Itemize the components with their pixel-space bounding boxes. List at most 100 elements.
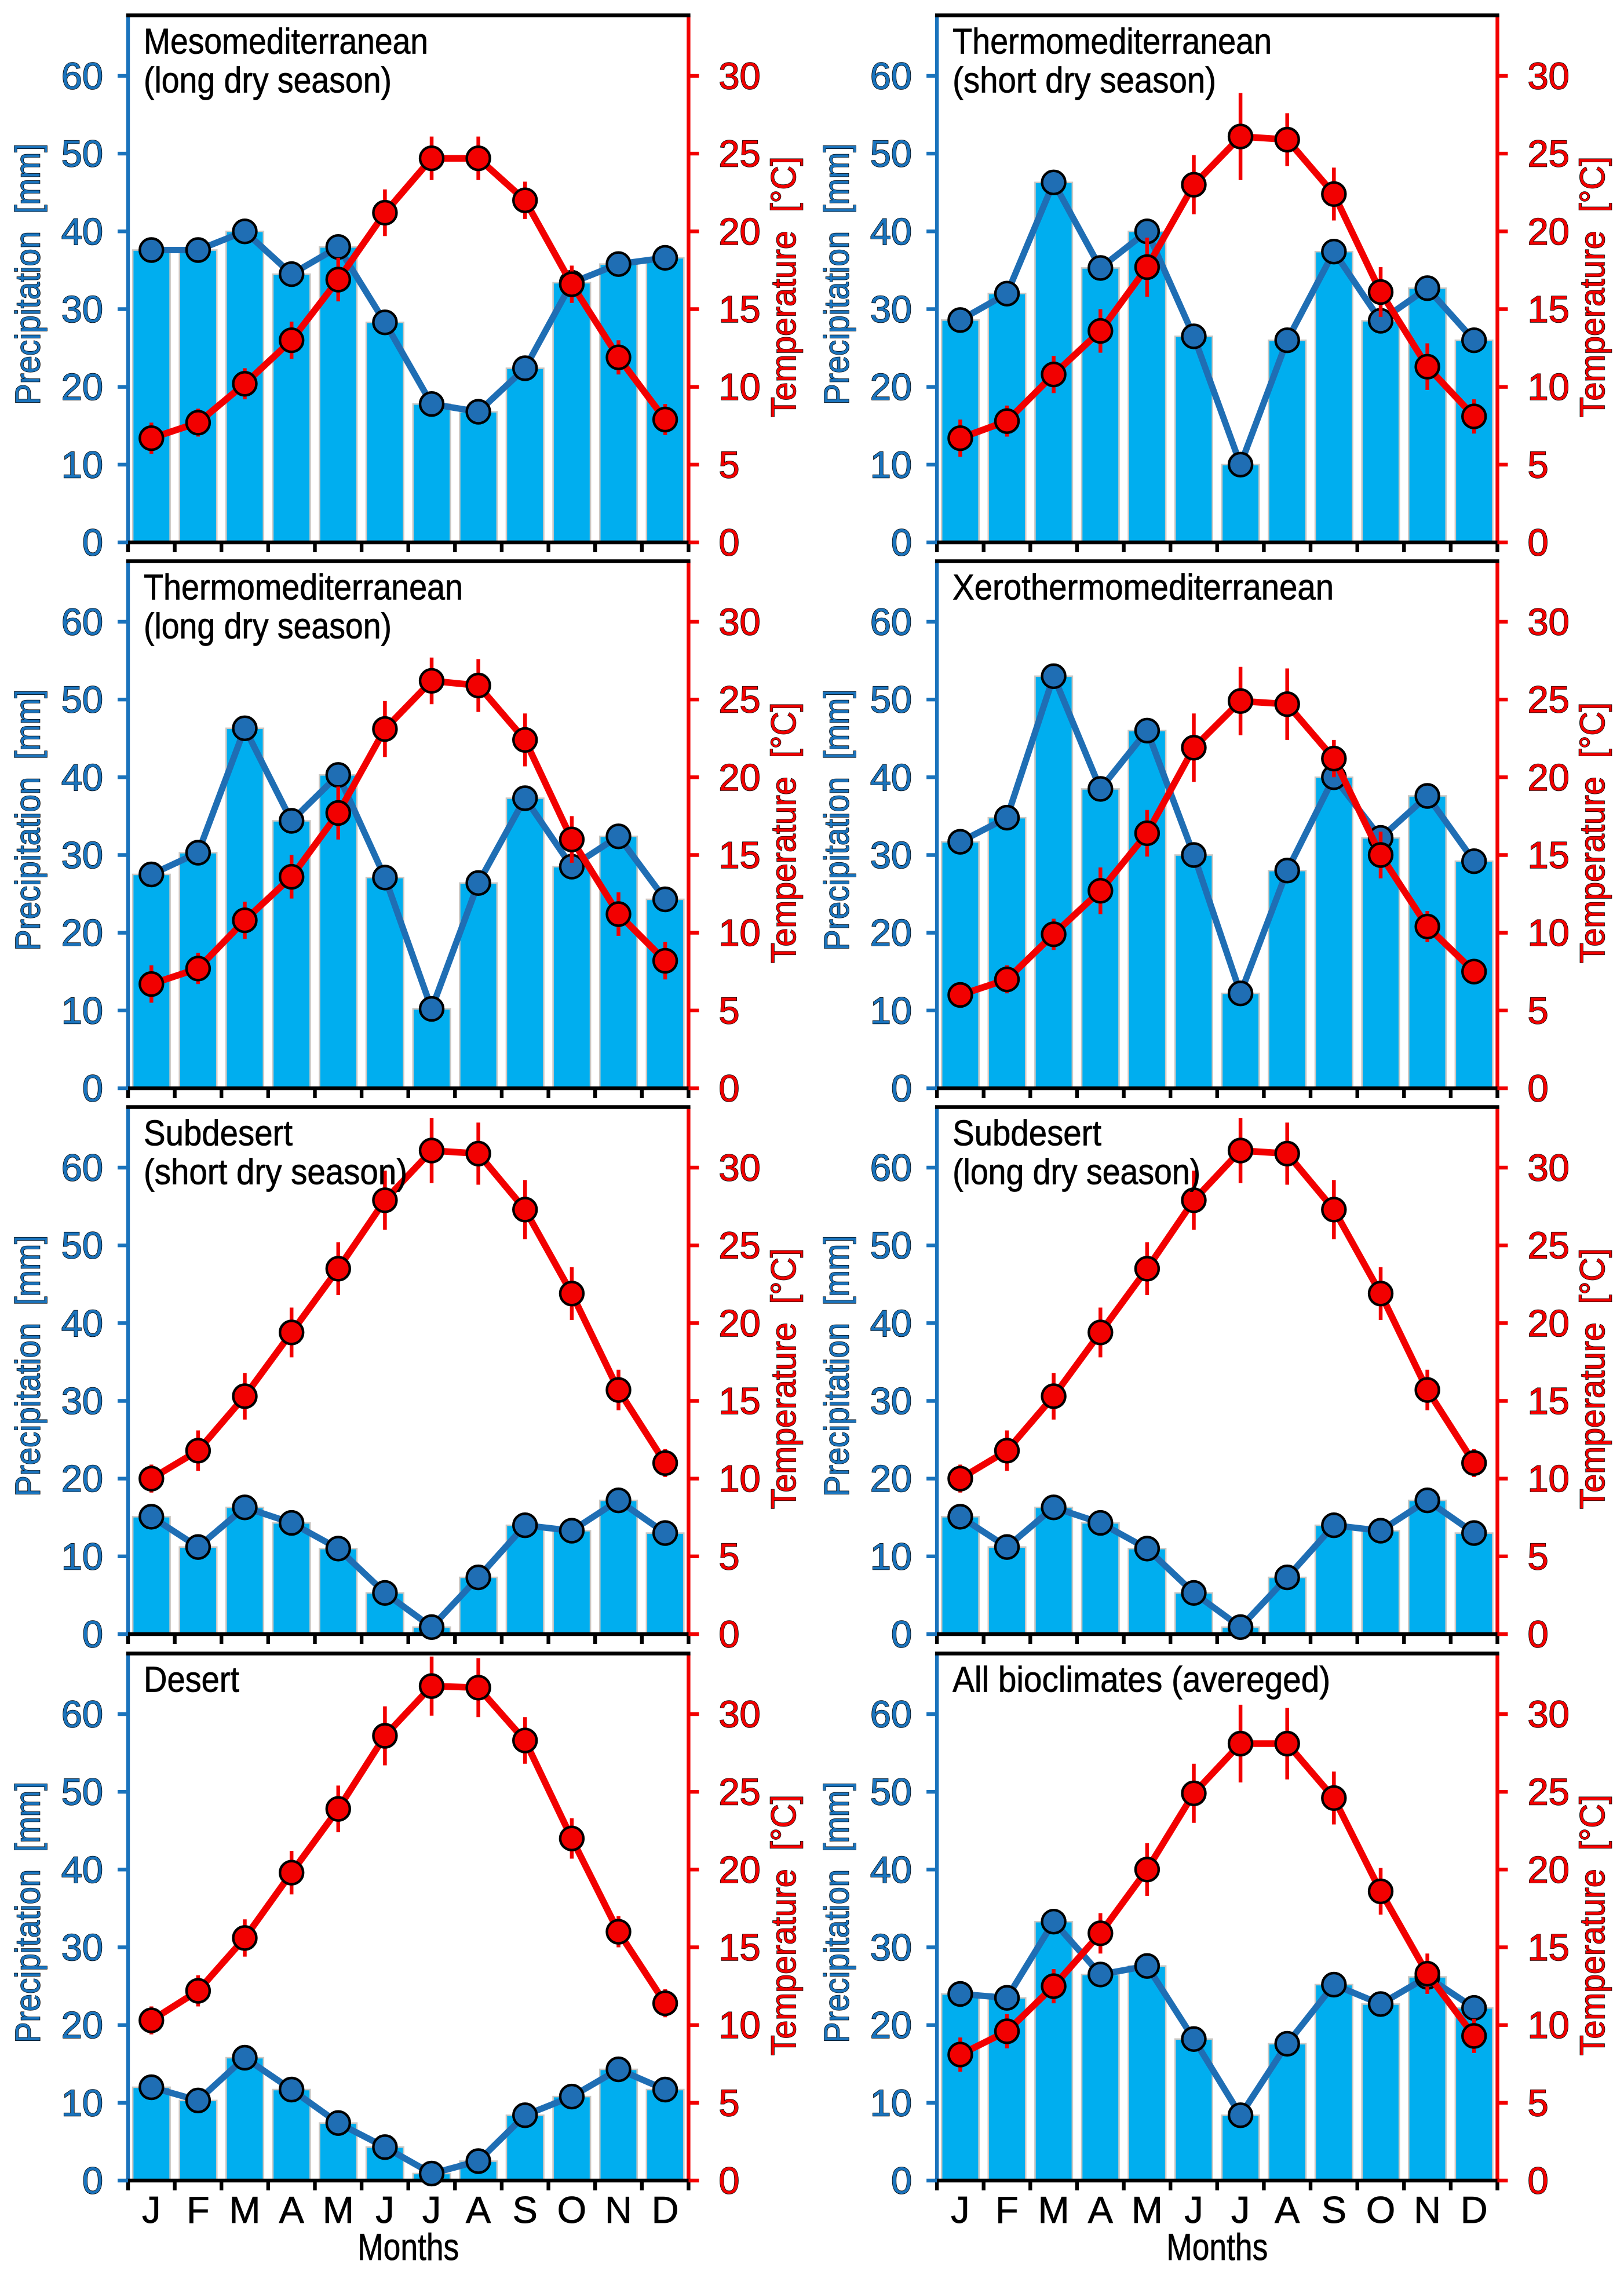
- svg-text:30: 30: [61, 288, 103, 330]
- svg-text:Months: Months: [1166, 2226, 1268, 2268]
- svg-text:J: J: [1231, 2189, 1250, 2231]
- svg-text:40: 40: [61, 210, 103, 253]
- svg-text:10: 10: [61, 989, 103, 1031]
- svg-text:40: 40: [870, 756, 912, 799]
- svg-text:Mesomediterranean: Mesomediterranean: [144, 22, 428, 62]
- svg-text:10: 10: [1528, 1457, 1570, 1500]
- svg-text:50: 50: [61, 679, 103, 721]
- svg-text:Temperature [°C]: Temperature [°C]: [1573, 156, 1612, 417]
- svg-text:Temperature [°C]: Temperature [°C]: [1573, 1248, 1612, 1509]
- svg-text:Months: Months: [357, 2226, 459, 2268]
- svg-text:50: 50: [870, 133, 912, 175]
- svg-text:Precipitation [mm]: Precipitation [mm]: [818, 690, 856, 951]
- svg-text:F: F: [187, 2189, 210, 2231]
- svg-text:(short dry season): (short dry season): [144, 1153, 407, 1193]
- svg-text:25: 25: [718, 1224, 760, 1267]
- svg-text:Temperature [°C]: Temperature [°C]: [764, 702, 803, 963]
- svg-text:S: S: [1322, 2189, 1346, 2231]
- svg-text:O: O: [557, 2189, 587, 2231]
- svg-text:0: 0: [891, 1613, 912, 1656]
- svg-text:A: A: [1088, 2189, 1114, 2231]
- svg-text:20: 20: [718, 756, 760, 799]
- svg-text:15: 15: [718, 288, 760, 330]
- svg-text:25: 25: [1528, 1771, 1570, 1813]
- svg-text:10: 10: [718, 366, 760, 408]
- svg-text:60: 60: [61, 1693, 103, 1736]
- svg-text:M: M: [323, 2189, 354, 2231]
- svg-text:10: 10: [61, 1535, 103, 1577]
- svg-text:10: 10: [870, 989, 912, 1031]
- svg-text:20: 20: [61, 1457, 103, 1500]
- svg-text:40: 40: [870, 1849, 912, 1891]
- svg-text:J: J: [1184, 2189, 1203, 2231]
- svg-text:Temperature [°C]: Temperature [°C]: [764, 1248, 803, 1509]
- svg-text:60: 60: [61, 55, 103, 97]
- svg-text:50: 50: [870, 1771, 912, 1813]
- svg-text:0: 0: [1528, 522, 1549, 564]
- svg-text:M: M: [229, 2189, 260, 2231]
- svg-text:20: 20: [870, 912, 912, 954]
- svg-text:40: 40: [61, 1849, 103, 1891]
- svg-text:0: 0: [718, 1613, 739, 1656]
- svg-text:60: 60: [870, 601, 912, 643]
- svg-text:N: N: [605, 2189, 632, 2231]
- svg-text:A: A: [1275, 2189, 1300, 2231]
- svg-text:20: 20: [870, 366, 912, 408]
- svg-text:D: D: [652, 2189, 679, 2231]
- svg-text:60: 60: [870, 1693, 912, 1736]
- svg-text:40: 40: [870, 210, 912, 253]
- svg-text:25: 25: [718, 1771, 760, 1813]
- svg-text:Subdesert: Subdesert: [144, 1114, 293, 1154]
- svg-text:30: 30: [718, 55, 760, 97]
- svg-text:0: 0: [1528, 1067, 1549, 1110]
- svg-text:(long dry season): (long dry season): [144, 61, 392, 101]
- svg-text:A: A: [279, 2189, 305, 2231]
- svg-text:Precipitation [mm]: Precipitation [mm]: [818, 144, 856, 405]
- svg-text:30: 30: [870, 1926, 912, 1968]
- svg-text:Precipitation [mm]: Precipitation [mm]: [9, 144, 48, 405]
- svg-text:5: 5: [718, 989, 739, 1031]
- svg-text:5: 5: [1528, 1535, 1549, 1577]
- svg-text:60: 60: [61, 601, 103, 643]
- svg-text:10: 10: [61, 2081, 103, 2124]
- svg-text:0: 0: [1528, 1613, 1549, 1656]
- svg-text:20: 20: [1528, 210, 1570, 253]
- svg-text:20: 20: [870, 1457, 912, 1500]
- svg-text:15: 15: [1528, 288, 1570, 330]
- svg-text:20: 20: [1528, 1849, 1570, 1891]
- svg-text:Precipitation [mm]: Precipitation [mm]: [818, 1782, 856, 2043]
- svg-text:60: 60: [870, 55, 912, 97]
- svg-text:0: 0: [718, 522, 739, 564]
- svg-text:10: 10: [1528, 912, 1570, 954]
- svg-text:5: 5: [1528, 2081, 1549, 2124]
- svg-text:30: 30: [61, 834, 103, 876]
- svg-text:Precipitation [mm]: Precipitation [mm]: [818, 1235, 856, 1497]
- svg-text:Precipitation [mm]: Precipitation [mm]: [9, 1235, 48, 1497]
- svg-text:0: 0: [1528, 2160, 1549, 2202]
- svg-text:10: 10: [718, 2004, 760, 2046]
- svg-text:D: D: [1461, 2189, 1488, 2231]
- svg-text:0: 0: [891, 2160, 912, 2202]
- svg-text:(long dry season): (long dry season): [952, 1153, 1200, 1193]
- svg-text:30: 30: [1528, 1693, 1570, 1736]
- svg-text:Desert: Desert: [144, 1660, 239, 1700]
- svg-text:N: N: [1414, 2189, 1441, 2231]
- svg-text:5: 5: [1528, 989, 1549, 1031]
- svg-text:Temperature [°C]: Temperature [°C]: [764, 1795, 803, 2055]
- svg-text:25: 25: [1528, 133, 1570, 175]
- svg-text:30: 30: [61, 1926, 103, 1968]
- svg-text:30: 30: [718, 601, 760, 643]
- svg-text:0: 0: [82, 1067, 103, 1110]
- svg-text:M: M: [1038, 2189, 1070, 2231]
- svg-text:30: 30: [870, 1380, 912, 1422]
- svg-text:40: 40: [61, 1302, 103, 1344]
- svg-text:30: 30: [1528, 601, 1570, 643]
- svg-text:S: S: [513, 2189, 538, 2231]
- svg-text:0: 0: [891, 522, 912, 564]
- svg-text:10: 10: [718, 912, 760, 954]
- svg-text:J: J: [422, 2189, 441, 2231]
- svg-text:0: 0: [82, 522, 103, 564]
- svg-text:15: 15: [718, 1380, 760, 1422]
- svg-text:50: 50: [61, 133, 103, 175]
- svg-text:5: 5: [718, 2081, 739, 2124]
